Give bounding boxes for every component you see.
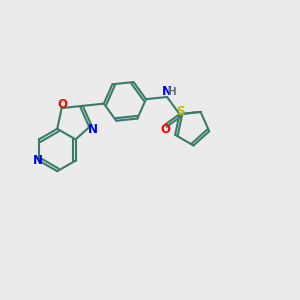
Text: N: N: [162, 85, 172, 98]
Text: S: S: [176, 105, 184, 118]
Text: H: H: [168, 87, 176, 97]
Text: O: O: [57, 98, 67, 111]
Text: N: N: [88, 123, 98, 136]
Text: O: O: [160, 123, 170, 136]
Text: N: N: [33, 154, 43, 167]
